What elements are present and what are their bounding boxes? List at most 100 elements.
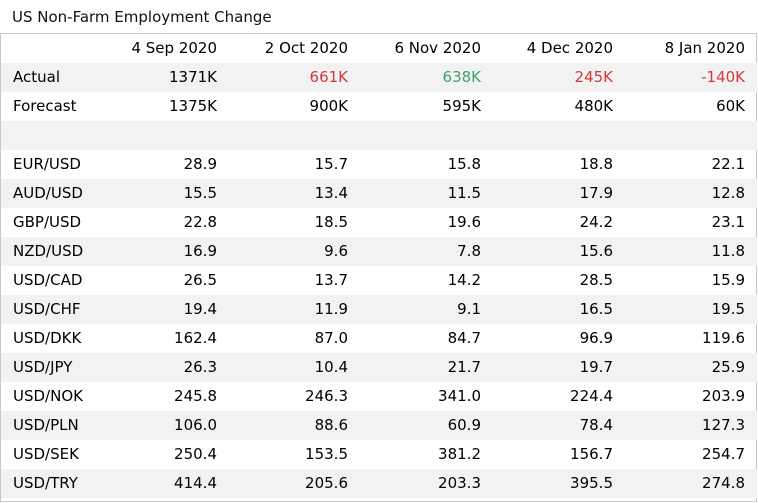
table-cell: 23.1 xyxy=(711,213,745,231)
table-row: USD/TRY 414.4 205.6 203.3 395.5 274.8 xyxy=(1,469,757,498)
table-cell: 22.8 xyxy=(183,213,217,231)
table-cell: 10.4 xyxy=(314,358,348,376)
row-label: AUD/USD xyxy=(13,184,83,202)
table-cell: 18.8 xyxy=(579,155,613,173)
table-cell: 21.7 xyxy=(447,358,481,376)
row-label: Forecast xyxy=(13,97,77,115)
row-label: USD/CAD xyxy=(13,271,83,289)
table-row: NZD/USD 16.9 9.6 7.8 15.6 11.8 xyxy=(1,237,757,266)
table-row: USD/PLN 106.0 88.6 60.9 78.4 127.3 xyxy=(1,411,757,440)
row-label: USD/CHF xyxy=(13,300,81,318)
table-cell: 84.7 xyxy=(447,329,481,347)
table-cell: 88.6 xyxy=(314,416,348,434)
row-label: GBP/USD xyxy=(13,213,82,231)
row-label: NZD/USD xyxy=(13,242,84,260)
header-row: 4 Sep 2020 2 Oct 2020 6 Nov 2020 4 Dec 2… xyxy=(1,34,757,63)
table-cell: 22.1 xyxy=(711,155,745,173)
table-cell: 395.5 xyxy=(570,474,613,492)
table-row: USD/CAD 26.5 13.7 14.2 28.5 15.9 xyxy=(1,266,757,295)
table-cell: 13.4 xyxy=(314,184,348,202)
table-cell: 203.3 xyxy=(438,474,481,492)
table-title: US Non-Farm Employment Change xyxy=(12,8,272,26)
table-cell: 78.4 xyxy=(579,416,613,434)
table-cell: 250.4 xyxy=(174,445,217,463)
table-cell: 274.8 xyxy=(702,474,745,492)
table-row: AUD/USD 15.5 13.4 11.5 17.9 12.8 xyxy=(1,179,757,208)
data-table: 4 Sep 2020 2 Oct 2020 6 Nov 2020 4 Dec 2… xyxy=(0,33,757,502)
header-cell: 4 Dec 2020 xyxy=(526,39,613,57)
table-cell: 661K xyxy=(309,68,348,86)
table-row: USD/JPY 26.3 10.4 21.7 19.7 25.9 xyxy=(1,353,757,382)
table-cell: 245K xyxy=(574,68,613,86)
row-label: USD/TRY xyxy=(13,474,78,492)
table-cell: 9.1 xyxy=(457,300,481,318)
table-cell: 15.5 xyxy=(183,184,217,202)
table-cell: 12.8 xyxy=(711,184,745,202)
table-cell: 203.9 xyxy=(702,387,745,405)
table-cell: 381.2 xyxy=(438,445,481,463)
table-row: Actual 1371K 661K 638K 245K -140K xyxy=(1,63,757,92)
table-cell: 28.9 xyxy=(183,155,217,173)
table-cell: 87.0 xyxy=(314,329,348,347)
table-cell: 480K xyxy=(574,97,613,115)
table-cell: 11.8 xyxy=(711,242,745,260)
table-cell: 15.9 xyxy=(711,271,745,289)
table-cell: 96.9 xyxy=(579,329,613,347)
table-row: USD/CHF 19.4 11.9 9.1 16.5 19.5 xyxy=(1,295,757,324)
table-cell xyxy=(483,121,613,150)
table-cell: 254.7 xyxy=(702,445,745,463)
table-cell: 15.8 xyxy=(447,155,481,173)
table-cell: 11.9 xyxy=(314,300,348,318)
table-cell: 7.8 xyxy=(457,242,481,260)
table-row: Forecast 1375K 900K 595K 480K 60K xyxy=(1,92,757,121)
header-cell: 6 Nov 2020 xyxy=(394,39,481,57)
table-cell: 14.2 xyxy=(447,271,481,289)
table-cell: 246.3 xyxy=(305,387,348,405)
table-cell: 19.5 xyxy=(711,300,745,318)
header-cell: 8 Jan 2020 xyxy=(664,39,745,57)
table-cell: 19.7 xyxy=(579,358,613,376)
table-cell: 18.5 xyxy=(314,213,348,231)
table-cell: 119.6 xyxy=(702,329,745,347)
table-cell: 11.5 xyxy=(447,184,481,202)
row-label: USD/JPY xyxy=(13,358,73,376)
table-cell: 26.3 xyxy=(183,358,217,376)
table-cell: 638K xyxy=(442,68,481,86)
row-label: USD/PLN xyxy=(13,416,79,434)
table-cell: 15.6 xyxy=(579,242,613,260)
table-cell: 153.5 xyxy=(305,445,348,463)
table-cell: 25.9 xyxy=(711,358,745,376)
table-cell: 224.4 xyxy=(570,387,613,405)
table-cell xyxy=(615,121,745,150)
table-row: USD/NOK 245.8 246.3 341.0 224.4 203.9 xyxy=(1,382,757,411)
table-cell: 106.0 xyxy=(174,416,217,434)
table-cell: 245.8 xyxy=(174,387,217,405)
row-label: USD/DKK xyxy=(13,329,82,347)
table-cell: 19.6 xyxy=(447,213,481,231)
table-row: GBP/USD 22.8 18.5 19.6 24.2 23.1 xyxy=(1,208,757,237)
table-row: EUR/USD 28.9 15.7 15.8 18.8 22.1 xyxy=(1,150,757,179)
table-cell: 13.7 xyxy=(314,271,348,289)
table-cell: 595K xyxy=(442,97,481,115)
header-cell: 2 Oct 2020 xyxy=(264,39,348,57)
row-label: USD/NOK xyxy=(13,387,83,405)
table-row: USD/DKK 162.4 87.0 84.7 96.9 119.6 xyxy=(1,324,757,353)
table-cell: 1375K xyxy=(168,97,217,115)
row-label: EUR/USD xyxy=(13,155,81,173)
table-cell: 24.2 xyxy=(579,213,613,231)
table-cell: 26.5 xyxy=(183,271,217,289)
table-cell: 60K xyxy=(716,97,745,115)
table-cell: 162.4 xyxy=(174,329,217,347)
table-cell: 28.5 xyxy=(579,271,613,289)
table-cell: 341.0 xyxy=(438,387,481,405)
table-cell: 16.9 xyxy=(183,242,217,260)
header-cell: 4 Sep 2020 xyxy=(131,39,217,57)
table-cell: 15.7 xyxy=(314,155,348,173)
table-cell: 19.4 xyxy=(183,300,217,318)
table-cell: 156.7 xyxy=(570,445,613,463)
table-cell: 414.4 xyxy=(174,474,217,492)
table-cell: 127.3 xyxy=(702,416,745,434)
table-cell: 17.9 xyxy=(579,184,613,202)
table-cell: 60.9 xyxy=(447,416,481,434)
table-cell: 205.6 xyxy=(305,474,348,492)
